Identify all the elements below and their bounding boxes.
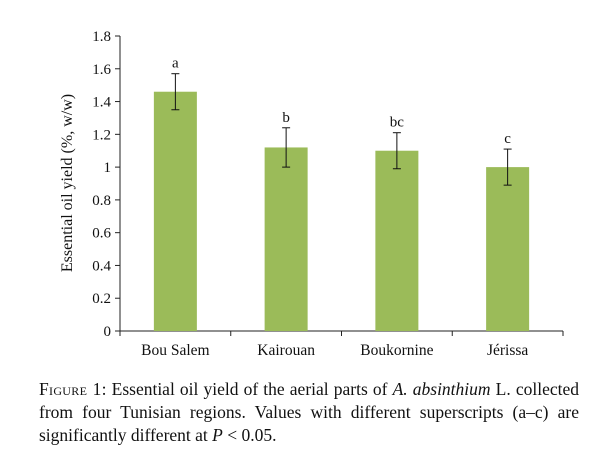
x-tick-label: Bou Salem (141, 342, 209, 359)
y-tick-label: 0.4 (92, 258, 111, 274)
plot-area: 0 0.2 0.4 0.6 0.8 1 1.2 1.4 1.6 1.8 a Bou Salem b Kai… (92, 29, 564, 359)
bar-chart: 0 0.2 0.4 0.6 0.8 1 1.2 1.4 1.6 1.8 a Bou Salem b Kai… (59, 29, 564, 359)
significance-label: c (504, 131, 511, 147)
bar (264, 147, 308, 331)
y-tick-label: 1 (104, 160, 112, 176)
y-tick-label: 1.4 (92, 95, 111, 111)
caption-text-3: < 0.05. (222, 425, 277, 445)
figure-label: Figure 1 (39, 379, 102, 399)
x-tick-label: Jérissa (487, 342, 528, 359)
caption-text-2: L. collected from four Tunisian regions.… (39, 379, 579, 445)
caption-p-symbol: P (212, 425, 223, 445)
x-tick-label: Kairouan (257, 342, 315, 359)
significance-label: b (282, 110, 290, 126)
y-tick-label: 0.2 (92, 291, 111, 307)
bar (486, 167, 530, 331)
y-tick-label: 1.8 (92, 29, 111, 45)
bar (375, 150, 419, 331)
bar (153, 91, 197, 331)
caption-species: A. absinthium (392, 379, 491, 399)
y-tick-label: 0 (104, 324, 112, 340)
y-axis-label: Essential oil yield (%, w/w) (59, 94, 76, 272)
figure-caption: Figure 1: Essential oil yield of the aer… (39, 378, 579, 447)
y-tick-label: 0.8 (92, 193, 111, 209)
y-tick-label: 1.6 (92, 62, 111, 78)
caption-text-1: : Essential oil yield of the aerial part… (101, 379, 393, 399)
significance-label: bc (390, 115, 405, 131)
significance-label: a (172, 56, 179, 72)
y-tick-label: 0.6 (92, 226, 111, 242)
x-tick-label: Boukornine (360, 342, 433, 359)
y-tick-label: 1.2 (92, 127, 111, 143)
